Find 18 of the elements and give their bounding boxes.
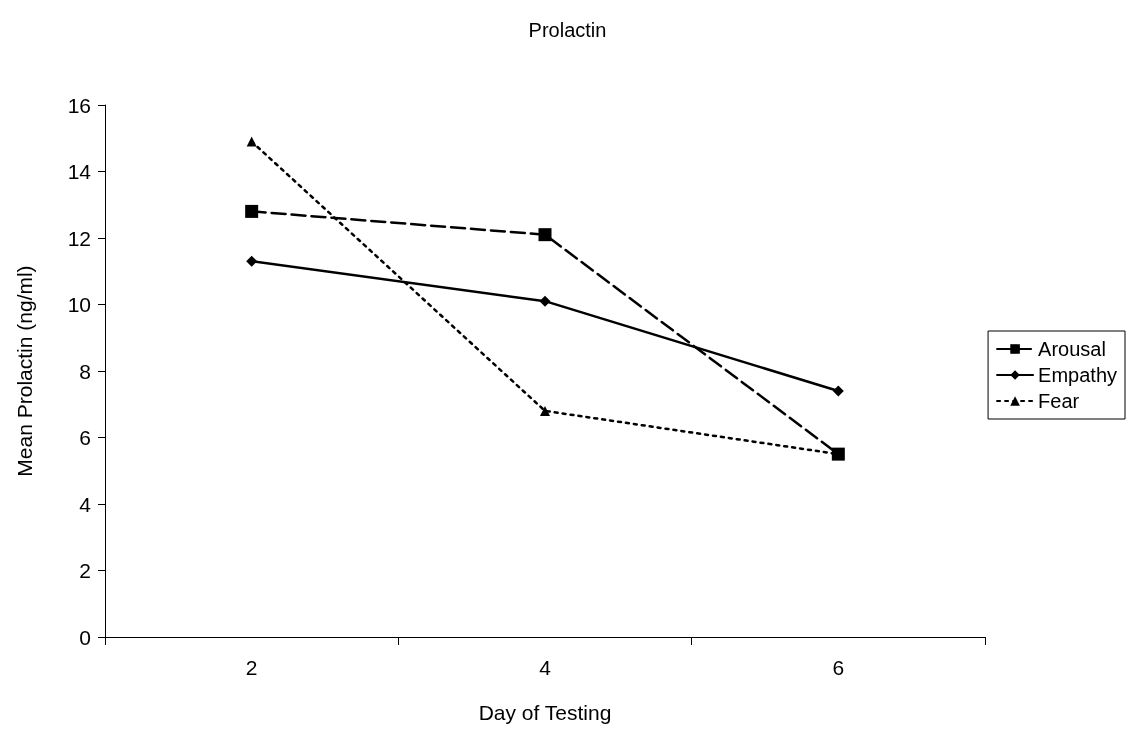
y-tick-label: 6 <box>79 426 91 449</box>
legend-label: Empathy <box>1038 364 1118 386</box>
x-tick-label: 4 <box>539 656 552 679</box>
y-tick-label: 2 <box>79 559 91 582</box>
y-tick-label: 10 <box>67 293 91 316</box>
y-tick-label: 12 <box>67 226 91 250</box>
y-tick-label: 16 <box>67 93 91 117</box>
x-tick-label: 6 <box>832 656 845 679</box>
legend-label: Fear <box>1038 390 1080 412</box>
y-axis-title: Mean Prolactin (ng/ml) <box>13 265 36 477</box>
y-tick-label: 0 <box>79 625 91 649</box>
y-tick-label: 8 <box>79 359 91 383</box>
chart-title: Prolactin <box>528 19 607 41</box>
y-tick-label: 4 <box>79 492 92 516</box>
x-axis-title: Day of Testing <box>478 701 612 724</box>
x-tick-label: 2 <box>245 656 258 679</box>
y-tick-label: 14 <box>67 160 92 183</box>
legend-label: Arousal <box>1038 338 1106 360</box>
